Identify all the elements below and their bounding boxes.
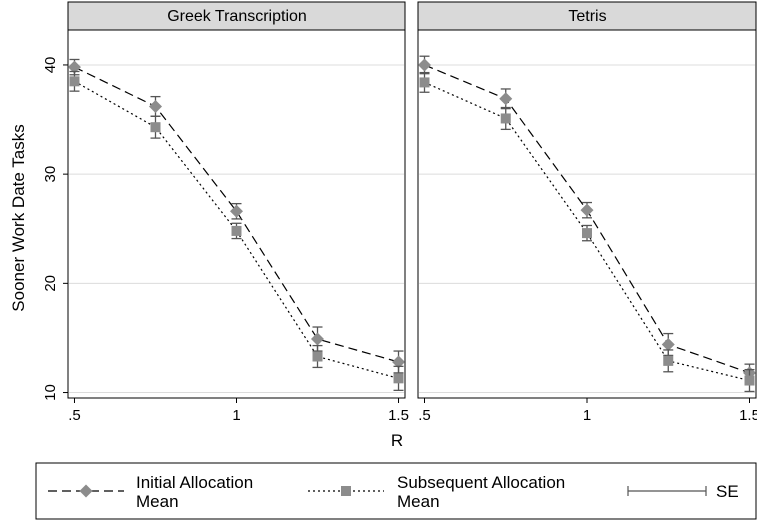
point-subsequent-4-tetris — [744, 375, 755, 386]
legend-label-subsequent-1: Subsequent Allocation — [397, 473, 565, 492]
point-initial-0-greek — [67, 60, 81, 74]
y-tick-label-40: 40 — [42, 57, 59, 74]
point-initial-0-tetris — [418, 58, 431, 72]
x-axis-title: R — [391, 431, 403, 450]
x-tick-label-2-tetris: 1.5 — [739, 407, 757, 424]
y-tick-label-30: 30 — [42, 166, 59, 183]
point-subsequent-1-tetris — [500, 113, 511, 124]
point-initial-2-greek — [230, 204, 243, 218]
panel-header-tetris — [417, 1, 757, 31]
point-initial-3-greek — [311, 332, 325, 346]
legend-label-initial-1: Initial Allocation — [136, 473, 253, 492]
point-initial-1-greek — [148, 99, 162, 113]
point-initial-2-tetris — [580, 203, 594, 217]
y-tick-label-20: 20 — [42, 275, 59, 292]
point-subsequent-2-greek — [231, 225, 242, 236]
x-tick-label-2-greek: 1.5 — [388, 407, 409, 424]
x-tick-label-0-tetris: .5 — [418, 407, 431, 424]
x-tick-label-1-greek: 1 — [232, 407, 240, 424]
legend-label-subsequent-2: Mean — [397, 492, 440, 511]
point-subsequent-3-greek — [312, 351, 323, 362]
panel-tetris: Tetris .5 1 1.5 — [417, 1, 757, 424]
panel-title-greek: Greek Transcription — [167, 8, 307, 25]
point-subsequent-2-tetris — [582, 228, 592, 239]
point-subsequent-3-tetris — [663, 355, 674, 366]
panel-title-tetris: Tetris — [568, 8, 606, 25]
point-initial-1-tetris — [499, 92, 513, 106]
legend-label-initial-2: Mean — [136, 492, 179, 511]
point-subsequent-0-greek — [69, 76, 80, 87]
point-subsequent-1-greek — [150, 122, 161, 133]
y-axis-title: Sooner Work Date Tasks — [9, 124, 28, 311]
point-subsequent-4-greek — [393, 373, 404, 384]
x-tick-label-1-tetris: 1 — [583, 407, 591, 424]
legend-label-se: SE — [716, 482, 739, 501]
x-tick-label-0-greek: .5 — [68, 407, 81, 424]
legend-marker-initial — [79, 484, 93, 498]
legend-marker-subsequent — [341, 486, 351, 496]
panel-greek-transcription: Greek Transcription 10 20 30 40 .5 1 1.5 — [42, 1, 409, 424]
y-tick-label-10: 10 — [42, 384, 59, 401]
series-line-initial-greek — [74, 66, 399, 363]
point-initial-4-greek — [392, 355, 406, 369]
panel-header-greek — [67, 1, 406, 31]
point-initial-3-tetris — [661, 337, 675, 351]
point-subsequent-0-tetris — [419, 77, 430, 88]
